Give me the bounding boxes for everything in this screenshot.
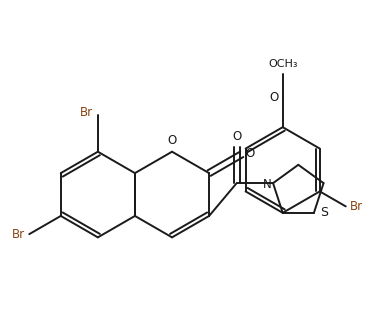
- Text: O: O: [232, 130, 241, 143]
- Text: O: O: [246, 146, 255, 160]
- Text: O: O: [167, 134, 177, 147]
- Text: Br: Br: [350, 200, 363, 213]
- Text: O: O: [269, 91, 278, 104]
- Text: Br: Br: [12, 228, 25, 241]
- Text: N: N: [262, 178, 272, 191]
- Text: Br: Br: [80, 106, 93, 119]
- Text: OCH₃: OCH₃: [268, 59, 297, 69]
- Text: S: S: [320, 206, 328, 219]
